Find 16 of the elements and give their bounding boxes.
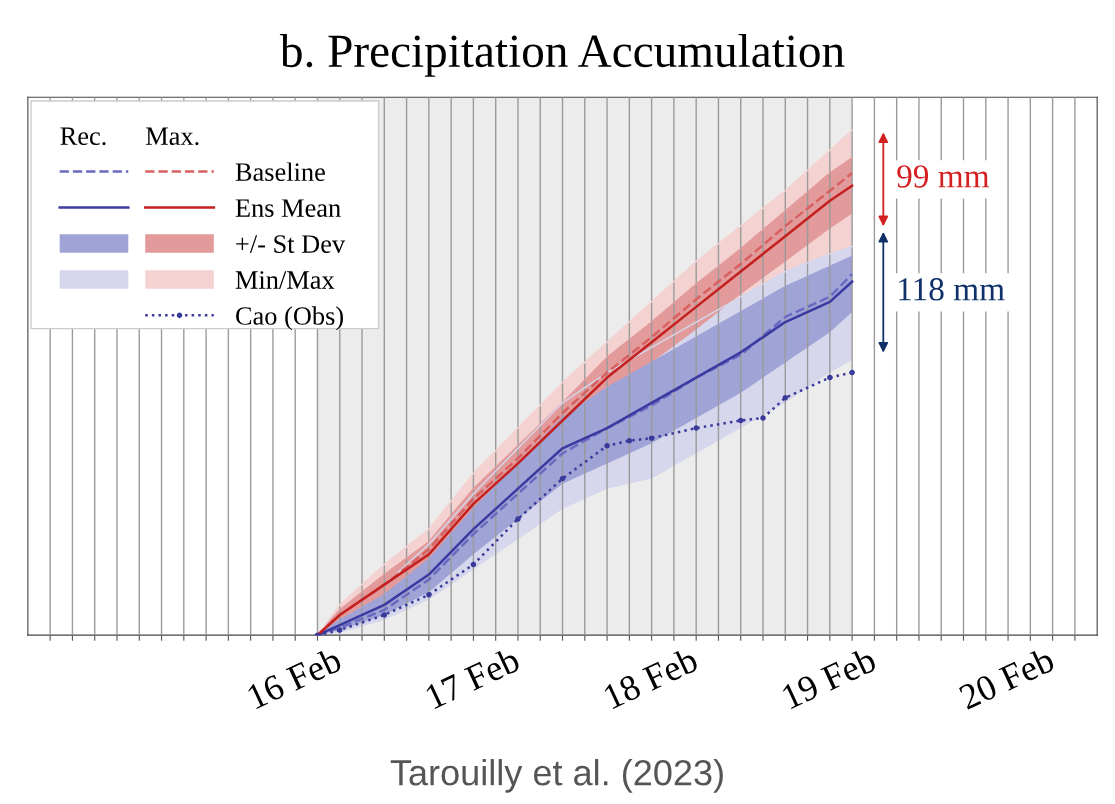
- text: Tarouilly et al. (2023): [390, 759, 723, 793]
- text: Rec.: [60, 127, 106, 146]
- legend-label: Min/Max: [235, 271, 335, 289]
- x-tick-label: 16 Feb: [246, 646, 343, 710]
- x-tick-label: 19 Feb: [780, 646, 878, 710]
- x-tick-label: 18 Feb: [602, 646, 700, 710]
- x-tick-label: 20 Feb: [957, 646, 1056, 710]
- annotation: 99 mm: [897, 165, 990, 188]
- legend-label: +/- St Dev: [236, 235, 346, 253]
- annotation: 118 mm: [899, 278, 1005, 301]
- x-tick-label: 17 Feb: [424, 646, 521, 710]
- chart-title: b. Precipitation Accumulation: [279, 33, 845, 77]
- legend-label: Baseline: [235, 162, 325, 181]
- legend-label: Ens Mean: [235, 199, 341, 217]
- legend-label: Cao (Obs): [236, 306, 343, 331]
- text: Max.: [145, 127, 199, 146]
